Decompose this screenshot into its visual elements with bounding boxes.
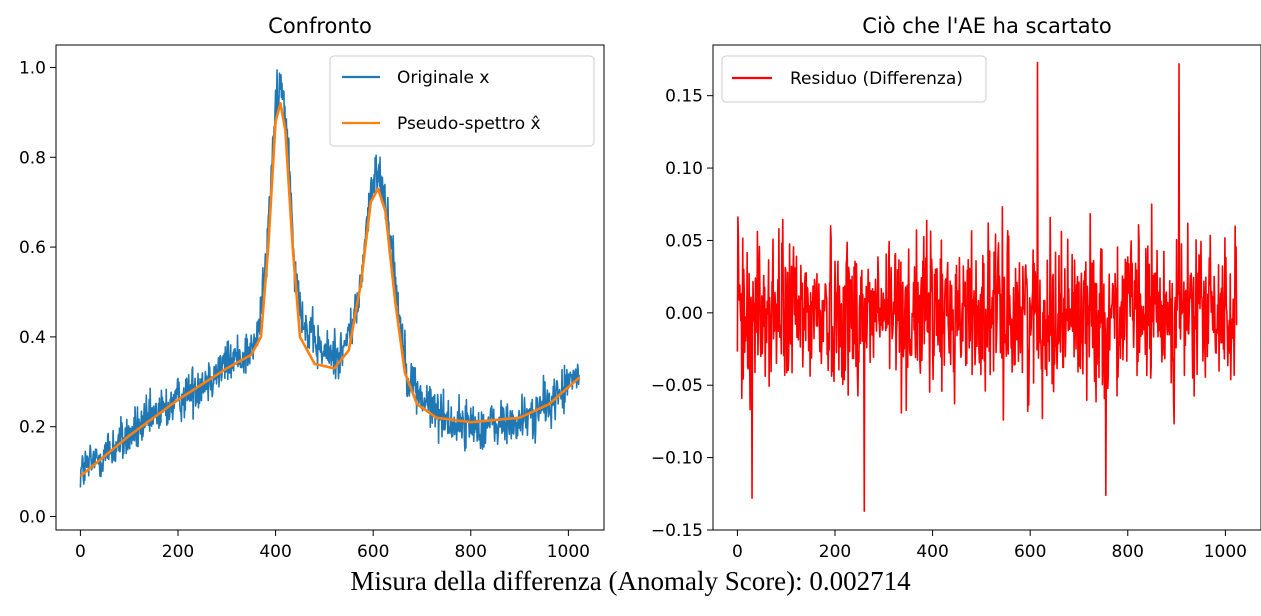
chart-left-legend: Originale x Pseudo-spettro x̂ [329,55,595,147]
chart-left-y-ticks: 0.0 0.2 0.4 0.6 0.8 1.0 [19,58,56,528]
series-line-0-0 [79,69,581,488]
legend-box [329,55,595,147]
y-tick-label: 0.15 [665,87,703,107]
y-tick-label: 0.00 [665,304,703,324]
x-tick-label: 0 [732,542,743,562]
y-tick-label: 0.8 [19,148,46,168]
chart-right-x-ticks: 0 200 400 600 800 1000 [732,530,1247,562]
y-tick-label: −0.15 [651,521,703,541]
x-tick-label: 1000 [1204,542,1247,562]
chart-right-legend: Residuo (Differenza) [721,55,987,103]
y-tick-label: 0.2 [19,418,46,438]
y-tick-label: 0.0 [19,508,46,528]
x-tick-label: 400 [916,542,948,562]
figure-canvas: Confronto 0 200 400 600 800 1000 0.0 0.2 0.4 0.6… [19,14,1261,562]
chart-right-frame [712,44,1261,531]
x-tick-label: 800 [1112,542,1144,562]
x-tick-label: 200 [819,542,851,562]
x-tick-label: 0 [75,542,86,562]
x-tick-label: 1000 [547,542,590,562]
legend-label-original: Originale x [397,68,489,88]
chart-left-title: Confronto [268,14,372,38]
x-tick-label: 600 [1014,542,1046,562]
chart-right: Ciò che l'AE ha scartato 0 200 400 600 800 10… [651,14,1261,562]
series-line-1-0 [736,61,1238,512]
legend-label-pseudo: Pseudo-spettro x̂ [397,114,541,134]
y-tick-label: −0.10 [651,449,703,469]
chart-right-y-ticks: −0.15 −0.10 −0.05 0.00 0.05 0.10 0.15 [651,87,713,541]
chart-right-plot-area [736,61,1238,512]
chart-left-frame [55,44,605,531]
chart-left: Confronto 0 200 400 600 800 1000 0.0 0.2 0.4 0.6… [19,14,605,562]
x-tick-label: 200 [162,542,194,562]
legend-label-residual: Residuo (Differenza) [790,69,963,89]
x-tick-label: 400 [259,542,291,562]
y-tick-label: 0.6 [19,238,46,258]
y-tick-label: 0.05 [665,231,703,251]
legend-box [721,55,987,103]
y-tick-label: 1.0 [19,58,46,78]
anomaly-score-caption: Misura della differenza (Anomaly Score):… [350,566,911,596]
x-tick-label: 800 [455,542,487,562]
chart-left-x-ticks: 0 200 400 600 800 1000 [75,530,590,562]
y-tick-label: 0.10 [665,159,703,179]
x-tick-label: 600 [357,542,389,562]
chart-left-plot-area [79,69,581,488]
chart-right-title: Ciò che l'AE ha scartato [862,14,1111,38]
series-line-0-1 [79,102,581,478]
y-tick-label: −0.05 [651,376,703,396]
y-tick-label: 0.4 [19,328,46,348]
